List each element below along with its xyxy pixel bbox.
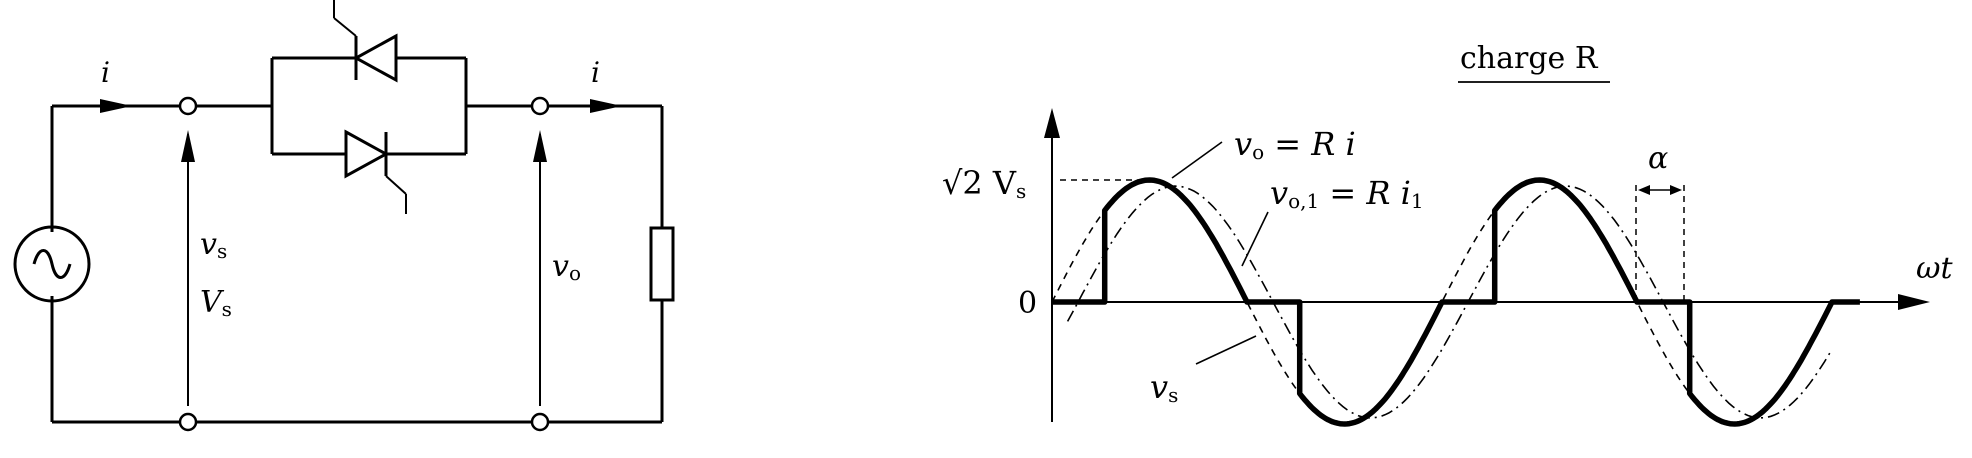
waveform-plot: charge R α √2 Vs 0 ωt [942,41,1953,427]
output-voltage-label: vo [552,249,581,285]
current-label-right: i [591,56,600,89]
vo-leader-line [1171,141,1223,179]
terminal-top-left [178,96,198,116]
peak-label: √2 Vs [942,164,1026,203]
plot-title: charge R [1460,41,1599,76]
zero-label: 0 [1018,286,1037,321]
resistor-icon [649,226,675,302]
vo1-equation: vo,1 = R i1 [1270,174,1424,213]
terminal-bottom-left [178,412,198,432]
x-axis-label: ωt [1916,251,1953,286]
alpha-label: α [1648,141,1668,176]
ac-source-icon [13,225,91,303]
source-voltage-label: vs [200,227,227,263]
antiparallel-thyristors-icon [270,0,468,214]
terminal-top-right [530,96,550,116]
vo-equation: vo = R i [1234,125,1356,164]
vo1-leader-line [1241,211,1269,267]
circuit-diagram: i i vs Vs vo [13,0,675,432]
vo-output-curve [1052,177,1860,427]
vs-leader-line [1195,335,1257,365]
current-label-left: i [101,56,110,89]
vs-label: vs [1150,368,1178,407]
alpha-marker [1635,185,1685,302]
source-rms-label: Vs [200,285,232,321]
terminal-bottom-right [530,412,550,432]
y-axis-arrowhead [1044,108,1060,138]
current-arrow-left [100,99,132,113]
vo1-fundamental-curve [1066,185,1833,419]
current-arrow-right [590,99,622,113]
x-axis-arrowhead [1898,294,1930,310]
